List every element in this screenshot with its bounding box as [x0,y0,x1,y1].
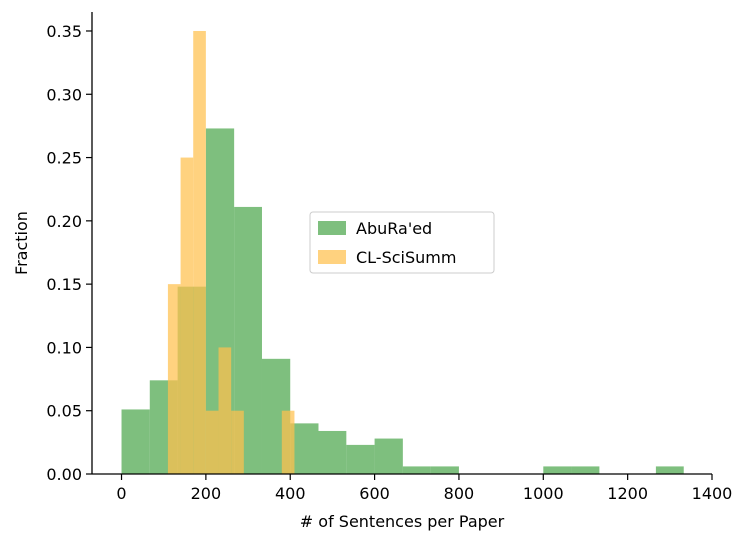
histogram-bar [281,410,295,474]
y-tick-label: 0.25 [46,149,82,168]
histogram-bar [167,284,181,474]
x-tick-label: 800 [444,484,475,503]
x-axis-title: # of Sentences per Paper [300,512,505,531]
legend-swatch-cl-scisumm [318,250,346,264]
histogram-bar [374,438,403,474]
histogram-bar [205,410,219,474]
y-tick-label: 0.10 [46,338,82,357]
histogram-bar [655,466,684,474]
axes-layer [91,12,712,475]
histogram-bar [193,30,206,475]
x-tick-label: 600 [359,484,390,503]
y-axis-title: Fraction [12,211,31,275]
histogram-bar [180,157,194,474]
x-tick-label: 1200 [607,484,648,503]
x-ticks: 0 200 400 600 800 1000 1200 1400 [116,474,732,503]
bars-layer [121,30,684,475]
histogram-bar [231,410,244,474]
histogram-bar [543,466,572,474]
legend-label-cl-scisumm: CL-SciSumm [356,248,456,267]
y-ticks: 0.00 0.05 0.10 0.15 0.20 0.25 0.30 0.35 [46,22,92,484]
x-tick-label: 1400 [692,484,733,503]
x-tick-label: 0 [116,484,126,503]
histogram-bar [121,409,150,474]
x-tick-label: 200 [191,484,222,503]
legend-frame [309,211,495,274]
x-tick-label: 1000 [523,484,564,503]
histogram-bar [290,423,319,474]
histogram-bar [571,466,600,474]
histogram-bar [318,430,347,474]
legend-label-aburaed: AbuRa'ed [356,219,432,238]
x-tick-label: 400 [275,484,306,503]
y-tick-label: 0.20 [46,212,82,231]
series-cl-scisumm [167,30,295,475]
y-tick-label: 0.00 [46,465,82,484]
histogram-bar [430,466,459,474]
y-tick-label: 0.15 [46,275,82,294]
y-tick-label: 0.35 [46,22,82,41]
legend-swatch-aburaed [318,221,346,235]
histogram-bar [218,347,232,474]
y-tick-label: 0.30 [46,85,82,104]
histogram-bar [402,466,431,474]
y-tick-label: 0.05 [46,402,82,421]
histogram-bar [346,444,375,474]
legend: AbuRa'ed CL-SciSumm [309,211,495,274]
